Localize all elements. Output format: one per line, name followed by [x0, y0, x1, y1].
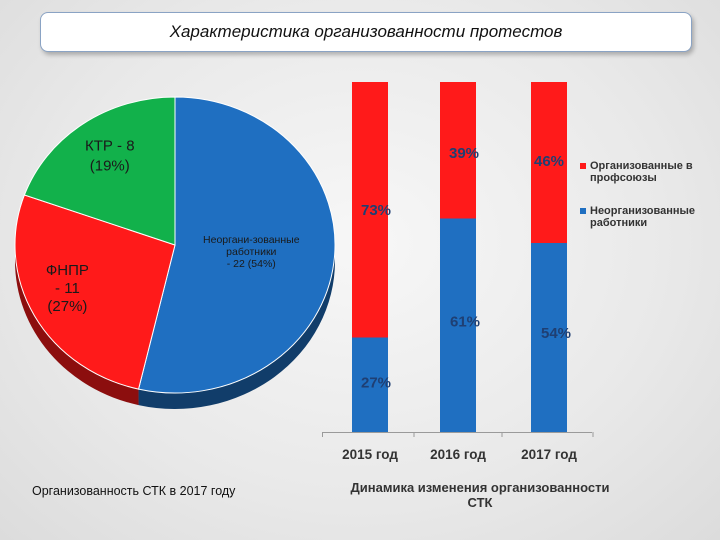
x-tick-label: 2015 год: [342, 447, 398, 462]
title-box: Характеристика организованности протесто…: [40, 12, 692, 52]
pie-slice: [14, 194, 176, 390]
bar-data-label: 61%: [450, 314, 480, 331]
bar-segment: [440, 82, 476, 219]
bar-segment: [440, 218, 476, 432]
pie-chart-caption: Организованность СТК в 2017 году: [32, 484, 236, 498]
legend-label: Организованные в профсоюзы: [590, 160, 693, 184]
pie-slice-label: КТР - 8 (19%): [85, 137, 135, 174]
pie-slice-label: ФНПР - 11 (27%): [46, 262, 89, 315]
bar-data-label: 73%: [361, 202, 391, 219]
bar-data-label: 54%: [541, 325, 571, 342]
legend-swatch: [580, 163, 586, 169]
bar-segment: [531, 243, 567, 432]
x-tick-label: 2016 год: [430, 447, 486, 462]
bar-segment: [352, 337, 388, 432]
bar-chart-caption: Динамика изменения организованности СТК: [335, 480, 625, 510]
pie-slice-side: [15, 245, 139, 406]
page-title: Характеристика организованности протесто…: [169, 22, 563, 41]
pie-slice: [23, 96, 176, 246]
pie-slice-label: Неоргани-зованные работники - 22 (54%): [203, 234, 300, 270]
bar-segment: [531, 82, 567, 243]
pie-slice: [137, 96, 336, 394]
bar-chart-caption-line: Динамика изменения организованности: [350, 480, 610, 495]
bar-data-label: 39%: [449, 145, 479, 162]
bar-data-label: 46%: [534, 153, 564, 170]
legend-swatch: [580, 208, 586, 214]
legend-label: Неорганизованные работники: [590, 205, 695, 229]
x-tick-label: 2017 год: [521, 447, 577, 462]
bar-chart-caption-line: СТК: [467, 495, 493, 510]
bar-segment: [352, 82, 388, 338]
bar-data-label: 27%: [361, 375, 391, 392]
